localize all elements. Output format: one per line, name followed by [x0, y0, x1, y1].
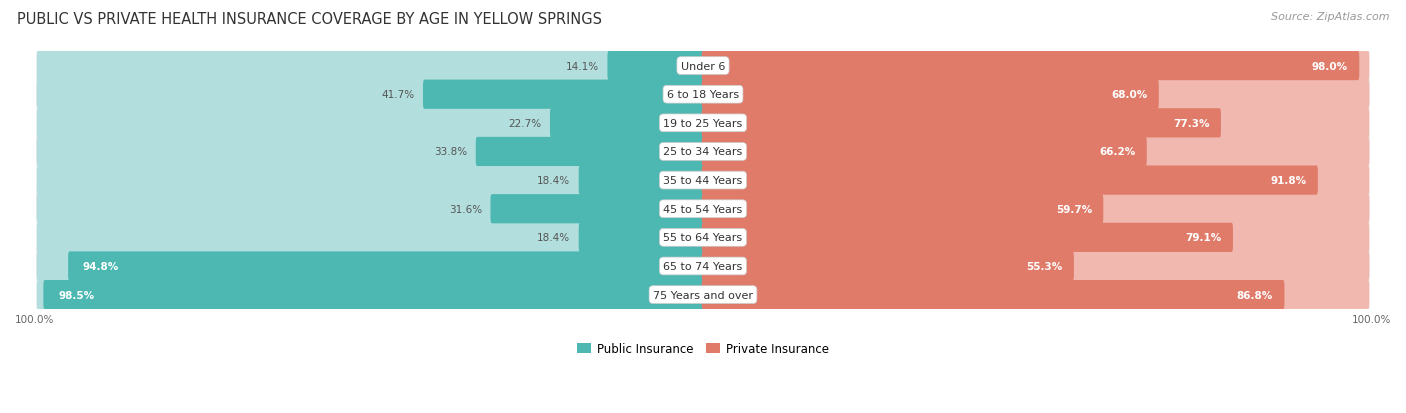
- FancyBboxPatch shape: [702, 138, 1369, 167]
- FancyBboxPatch shape: [702, 223, 1233, 252]
- FancyBboxPatch shape: [37, 109, 704, 138]
- Text: 66.2%: 66.2%: [1099, 147, 1136, 157]
- Text: 91.8%: 91.8%: [1271, 176, 1306, 186]
- Text: 14.1%: 14.1%: [565, 62, 599, 71]
- Text: 86.8%: 86.8%: [1237, 290, 1272, 300]
- FancyBboxPatch shape: [607, 52, 704, 81]
- FancyBboxPatch shape: [702, 223, 1369, 252]
- FancyBboxPatch shape: [491, 195, 704, 224]
- FancyBboxPatch shape: [37, 131, 1369, 173]
- FancyBboxPatch shape: [550, 109, 704, 138]
- FancyBboxPatch shape: [702, 81, 1159, 109]
- FancyBboxPatch shape: [37, 246, 1369, 287]
- FancyBboxPatch shape: [702, 81, 1369, 109]
- FancyBboxPatch shape: [37, 138, 704, 167]
- Text: 98.0%: 98.0%: [1312, 62, 1348, 71]
- FancyBboxPatch shape: [37, 189, 1369, 230]
- FancyBboxPatch shape: [37, 195, 704, 224]
- Text: 33.8%: 33.8%: [434, 147, 467, 157]
- Text: 18.4%: 18.4%: [537, 176, 569, 186]
- FancyBboxPatch shape: [37, 46, 1369, 87]
- FancyBboxPatch shape: [37, 217, 1369, 259]
- FancyBboxPatch shape: [702, 109, 1220, 138]
- Text: 19 to 25 Years: 19 to 25 Years: [664, 119, 742, 128]
- FancyBboxPatch shape: [37, 280, 704, 309]
- FancyBboxPatch shape: [44, 280, 704, 309]
- Text: 94.8%: 94.8%: [83, 261, 120, 271]
- Text: 35 to 44 Years: 35 to 44 Years: [664, 176, 742, 186]
- Text: 59.7%: 59.7%: [1056, 204, 1092, 214]
- FancyBboxPatch shape: [423, 81, 704, 109]
- FancyBboxPatch shape: [702, 52, 1369, 81]
- Text: 79.1%: 79.1%: [1185, 233, 1222, 243]
- FancyBboxPatch shape: [702, 280, 1369, 309]
- Text: 55.3%: 55.3%: [1026, 261, 1063, 271]
- Text: 31.6%: 31.6%: [449, 204, 482, 214]
- Text: 41.7%: 41.7%: [381, 90, 415, 100]
- Text: 22.7%: 22.7%: [508, 119, 541, 128]
- Text: 65 to 74 Years: 65 to 74 Years: [664, 261, 742, 271]
- FancyBboxPatch shape: [37, 81, 704, 109]
- Text: 98.5%: 98.5%: [58, 290, 94, 300]
- Text: 6 to 18 Years: 6 to 18 Years: [666, 90, 740, 100]
- Text: 75 Years and over: 75 Years and over: [652, 290, 754, 300]
- FancyBboxPatch shape: [579, 223, 704, 252]
- FancyBboxPatch shape: [37, 223, 704, 252]
- FancyBboxPatch shape: [702, 109, 1369, 138]
- Text: Source: ZipAtlas.com: Source: ZipAtlas.com: [1271, 12, 1389, 22]
- Text: 77.3%: 77.3%: [1173, 119, 1209, 128]
- FancyBboxPatch shape: [702, 195, 1104, 224]
- FancyBboxPatch shape: [67, 252, 704, 281]
- FancyBboxPatch shape: [702, 166, 1369, 195]
- FancyBboxPatch shape: [37, 160, 1369, 201]
- Legend: Public Insurance, Private Insurance: Public Insurance, Private Insurance: [572, 337, 834, 360]
- FancyBboxPatch shape: [37, 166, 704, 195]
- FancyBboxPatch shape: [37, 74, 1369, 116]
- Text: 18.4%: 18.4%: [537, 233, 569, 243]
- Text: PUBLIC VS PRIVATE HEALTH INSURANCE COVERAGE BY AGE IN YELLOW SPRINGS: PUBLIC VS PRIVATE HEALTH INSURANCE COVER…: [17, 12, 602, 27]
- Text: Under 6: Under 6: [681, 62, 725, 71]
- Text: 25 to 34 Years: 25 to 34 Years: [664, 147, 742, 157]
- FancyBboxPatch shape: [702, 166, 1317, 195]
- FancyBboxPatch shape: [37, 252, 704, 281]
- FancyBboxPatch shape: [702, 52, 1360, 81]
- FancyBboxPatch shape: [475, 138, 704, 167]
- FancyBboxPatch shape: [702, 138, 1147, 167]
- FancyBboxPatch shape: [702, 252, 1074, 281]
- Text: 55 to 64 Years: 55 to 64 Years: [664, 233, 742, 243]
- FancyBboxPatch shape: [702, 280, 1285, 309]
- FancyBboxPatch shape: [579, 166, 704, 195]
- FancyBboxPatch shape: [37, 274, 1369, 316]
- FancyBboxPatch shape: [37, 52, 704, 81]
- FancyBboxPatch shape: [702, 195, 1369, 224]
- FancyBboxPatch shape: [37, 103, 1369, 144]
- FancyBboxPatch shape: [702, 252, 1369, 281]
- Text: 45 to 54 Years: 45 to 54 Years: [664, 204, 742, 214]
- Text: 68.0%: 68.0%: [1111, 90, 1147, 100]
